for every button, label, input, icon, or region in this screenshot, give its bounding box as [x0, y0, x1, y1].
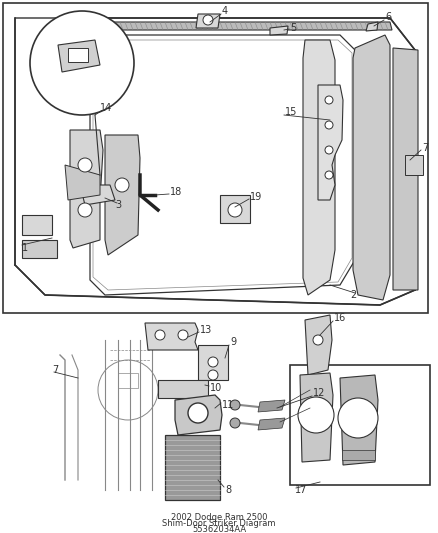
Bar — [3, 3, 428, 313]
Polygon shape — [65, 165, 100, 200]
Polygon shape — [353, 35, 390, 300]
Polygon shape — [145, 323, 198, 350]
Text: 5: 5 — [290, 23, 296, 33]
Polygon shape — [60, 22, 392, 30]
Circle shape — [178, 330, 188, 340]
Polygon shape — [258, 418, 285, 430]
Text: 19: 19 — [250, 192, 262, 202]
Text: 7: 7 — [422, 143, 428, 153]
Polygon shape — [105, 135, 140, 255]
Polygon shape — [303, 40, 335, 295]
Circle shape — [78, 203, 92, 217]
Bar — [22, 240, 57, 258]
Circle shape — [325, 146, 333, 154]
Polygon shape — [270, 26, 288, 35]
Polygon shape — [305, 315, 332, 375]
Bar — [342, 450, 375, 460]
Bar — [220, 195, 250, 223]
Text: 3: 3 — [115, 200, 121, 210]
Circle shape — [115, 178, 129, 192]
Text: 11: 11 — [222, 400, 234, 410]
Text: 17: 17 — [295, 485, 307, 495]
Text: 13: 13 — [200, 325, 212, 335]
Text: 10: 10 — [210, 383, 222, 393]
Bar — [22, 215, 52, 235]
Text: 18: 18 — [170, 187, 182, 197]
Polygon shape — [196, 14, 220, 28]
Text: Shim-Door Striker Diagram: Shim-Door Striker Diagram — [162, 520, 276, 529]
Text: 8: 8 — [225, 485, 231, 495]
Polygon shape — [175, 395, 222, 435]
Polygon shape — [58, 40, 100, 72]
Polygon shape — [366, 22, 378, 31]
Circle shape — [155, 330, 165, 340]
Polygon shape — [340, 375, 378, 465]
Text: 2: 2 — [350, 290, 356, 300]
Polygon shape — [300, 373, 333, 462]
Circle shape — [338, 398, 378, 438]
Text: 1: 1 — [22, 243, 28, 253]
Bar — [290, 365, 430, 485]
Bar — [405, 155, 423, 175]
Polygon shape — [393, 48, 418, 290]
Circle shape — [325, 96, 333, 104]
Text: 55362034AA: 55362034AA — [192, 526, 246, 533]
Circle shape — [230, 418, 240, 428]
Polygon shape — [15, 18, 415, 305]
Circle shape — [188, 403, 208, 423]
Bar — [158, 380, 208, 398]
Polygon shape — [258, 400, 285, 412]
Polygon shape — [90, 35, 355, 295]
Text: 12: 12 — [313, 388, 325, 398]
Bar — [68, 48, 88, 62]
Circle shape — [203, 15, 213, 25]
Circle shape — [325, 121, 333, 129]
Polygon shape — [318, 85, 343, 200]
Text: 14: 14 — [100, 103, 112, 113]
Circle shape — [313, 335, 323, 345]
Circle shape — [208, 357, 218, 367]
Bar — [118, 373, 138, 388]
Circle shape — [30, 11, 134, 115]
Circle shape — [228, 203, 242, 217]
Text: 2002 Dodge Ram 2500: 2002 Dodge Ram 2500 — [171, 513, 267, 521]
Circle shape — [78, 158, 92, 172]
Text: 15: 15 — [285, 107, 297, 117]
Bar — [198, 345, 228, 380]
Text: 9: 9 — [230, 337, 236, 347]
Circle shape — [325, 171, 333, 179]
Polygon shape — [80, 185, 115, 205]
Circle shape — [298, 397, 334, 433]
Circle shape — [208, 370, 218, 380]
Polygon shape — [70, 130, 103, 248]
Text: 16: 16 — [334, 313, 346, 323]
Text: 6: 6 — [385, 12, 391, 22]
Bar — [165, 435, 220, 500]
Text: 4: 4 — [222, 6, 228, 16]
Text: 7: 7 — [52, 365, 58, 375]
Circle shape — [230, 400, 240, 410]
